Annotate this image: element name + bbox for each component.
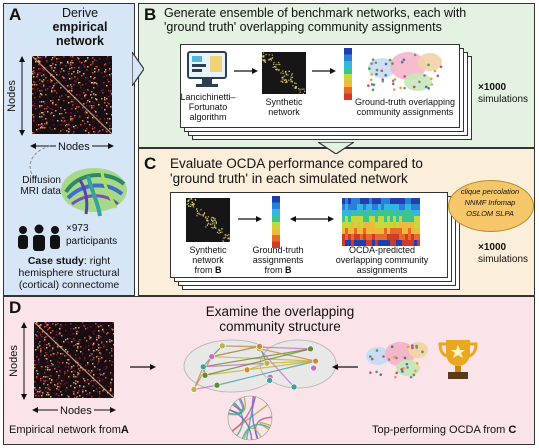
brain-tractography-icon (61, 168, 127, 217)
arrow-emp-to-brain (130, 364, 156, 370)
synthetic-blocks (262, 52, 306, 94)
algo-label: Lancichinetti– Fortunato algorithm (180, 92, 236, 122)
a-to-b-notch (132, 52, 144, 86)
panel-a-axis-y-label: Nodes (5, 80, 18, 112)
panel-a-empirical-matrix (32, 56, 112, 134)
matrix-speckle (32, 56, 112, 134)
panel-d-axis-y-label: Nodes (7, 345, 20, 377)
panel-c-sim-count: ×1000 (478, 242, 507, 253)
panel-c-gt-label: Ground-truth assignments from B (252, 245, 304, 275)
people-icon (18, 224, 60, 251)
panel-c-predicted-matrix (342, 198, 420, 246)
panel-a-axis-x-label: Nodes (56, 141, 92, 153)
panel-c-letter: C (144, 154, 157, 173)
panel-b-sim-label: simulations (478, 94, 529, 105)
panel-d-axis-x-label: Nodes (58, 405, 94, 417)
panel-c-synthetic-matrix (186, 198, 230, 242)
panel-a-axis-arrows (19, 56, 114, 149)
panel-b-community-clusters (367, 52, 443, 92)
chord-diagram (227, 395, 273, 441)
panel-b-synthetic-matrix (262, 52, 306, 94)
panel-d-empirical-matrix (34, 322, 114, 398)
panel-d-axis-arrows (21, 322, 116, 413)
panel-d-title: Examine the overlapping community struct… (205, 304, 355, 334)
computer-icon (187, 51, 227, 87)
trophy-icon (438, 340, 478, 379)
panel-b-gt-bar (344, 48, 352, 100)
panel-a-letter: A (9, 5, 22, 24)
arrow-syn-to-gt-c (238, 216, 262, 222)
participants-label: participants (66, 236, 118, 247)
panel-c-predicted-label: OCDA-predicted overlapping community ass… (335, 245, 429, 275)
ocda-algorithms-text: clique percolation NNMF Infomap OSLOM SL… (460, 187, 520, 218)
ocda-algorithms-badge (448, 180, 534, 232)
panel-d-top-label: Top-performing OCDA from C (372, 424, 517, 436)
gt-overlapping-label: Ground-truth overlapping community assig… (354, 97, 456, 117)
panel-b-title: Generate ensemble of benchmark networks,… (164, 6, 467, 34)
panel-d-empirical-label: Empirical network fromA (9, 424, 129, 436)
arrow-algo-to-synthetic (234, 68, 258, 74)
panel-a-title: Derive empirical network (52, 6, 108, 48)
double-arrow-gt-to-pred (290, 216, 334, 222)
panel-c-gt-bar (272, 196, 280, 248)
arrow-trophy-to-brain (332, 364, 358, 370)
participants-count: ×973 (66, 223, 89, 234)
mri-label: Diffusion MRI data (20, 175, 61, 197)
panel-c-sim-label: simulations (478, 254, 529, 265)
panel-d-letter: D (9, 298, 22, 317)
brain-community-network (183, 339, 337, 393)
panel-b-sim-count: ×1000 (478, 82, 507, 93)
panel-d-community-clusters (366, 342, 428, 379)
arrow-synthetic-to-gt (312, 68, 336, 74)
panel-b-letter: B (144, 5, 157, 24)
synthetic-network-label: Synthetic network (265, 97, 303, 117)
case-study-text: Case study: right hemisphere structural … (18, 255, 120, 291)
panel-c-synthetic-label: Synthetic network from B (189, 245, 227, 275)
panel-c-title: Evaluate OCDA performance compared to 'g… (170, 156, 423, 186)
b-to-c-notch (318, 142, 354, 154)
